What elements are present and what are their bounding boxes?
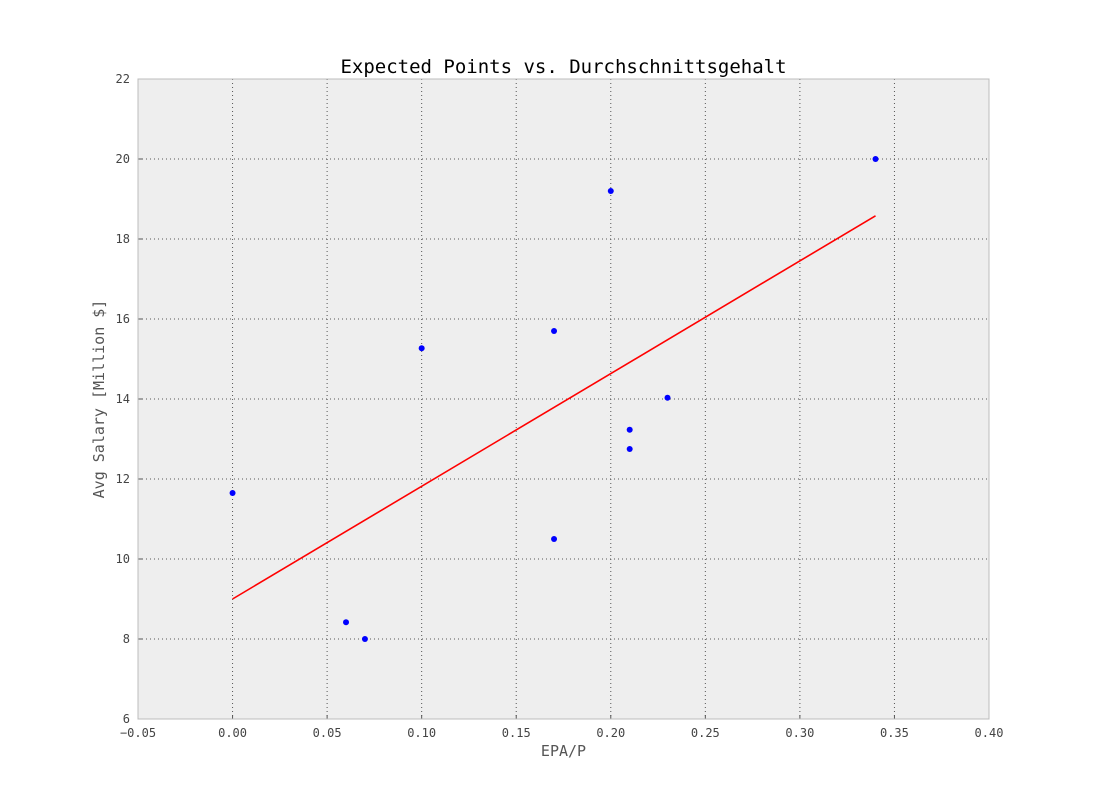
x-tick-label: 0.25 xyxy=(691,726,720,740)
fit-line-group xyxy=(232,215,876,600)
x-tick-label: 0.00 xyxy=(218,726,247,740)
y-tick-label: 22 xyxy=(116,72,130,86)
data-point xyxy=(229,490,236,496)
data-point xyxy=(626,446,633,452)
y-tick-label: 18 xyxy=(116,232,130,246)
y-tick-label: 14 xyxy=(116,392,130,406)
data-point xyxy=(551,328,558,334)
data-point xyxy=(418,345,425,352)
y-tick-label: 12 xyxy=(116,472,130,486)
x-axis-label: EPA/P xyxy=(541,742,586,760)
x-tick-label: 0.05 xyxy=(313,726,342,740)
data-point xyxy=(626,426,633,433)
y-axis-label: Avg Salary [Million $] xyxy=(90,300,108,499)
x-tick-label: 0.15 xyxy=(502,726,531,740)
x-tick-label: 0.30 xyxy=(785,726,814,740)
y-tick-label: 10 xyxy=(116,552,130,566)
x-tick-label: 0.10 xyxy=(407,726,436,740)
plot-area-background xyxy=(138,79,989,719)
chart-title: Expected Points vs. Durchschnittsgehalt xyxy=(340,56,786,78)
x-tick-label: 0.40 xyxy=(975,726,1004,740)
x-tick-label: −0.05 xyxy=(120,726,156,740)
y-tick-label: 8 xyxy=(123,632,130,646)
x-tick-label: 0.35 xyxy=(880,726,909,740)
x-tick-labels: −0.05 0.00 0.05 0.10 0.15 0.20 0.25 0.30 0.35 0.4… xyxy=(120,726,1004,740)
data-point xyxy=(551,536,558,542)
y-tick-label: 20 xyxy=(116,152,130,166)
data-point xyxy=(872,156,879,162)
data-points xyxy=(229,156,879,642)
plot-area-frame xyxy=(137,78,990,720)
regression-line xyxy=(232,215,876,600)
x-tick-label: 0.20 xyxy=(596,726,625,740)
data-point xyxy=(664,394,671,401)
data-point xyxy=(343,619,350,626)
y-tick-label: 6 xyxy=(123,712,130,726)
y-tick-labels: 6 8 10 12 14 16 18 20 22 xyxy=(116,72,130,726)
data-point xyxy=(607,188,614,194)
y-tick-label: 16 xyxy=(116,312,130,326)
data-point xyxy=(361,636,368,642)
